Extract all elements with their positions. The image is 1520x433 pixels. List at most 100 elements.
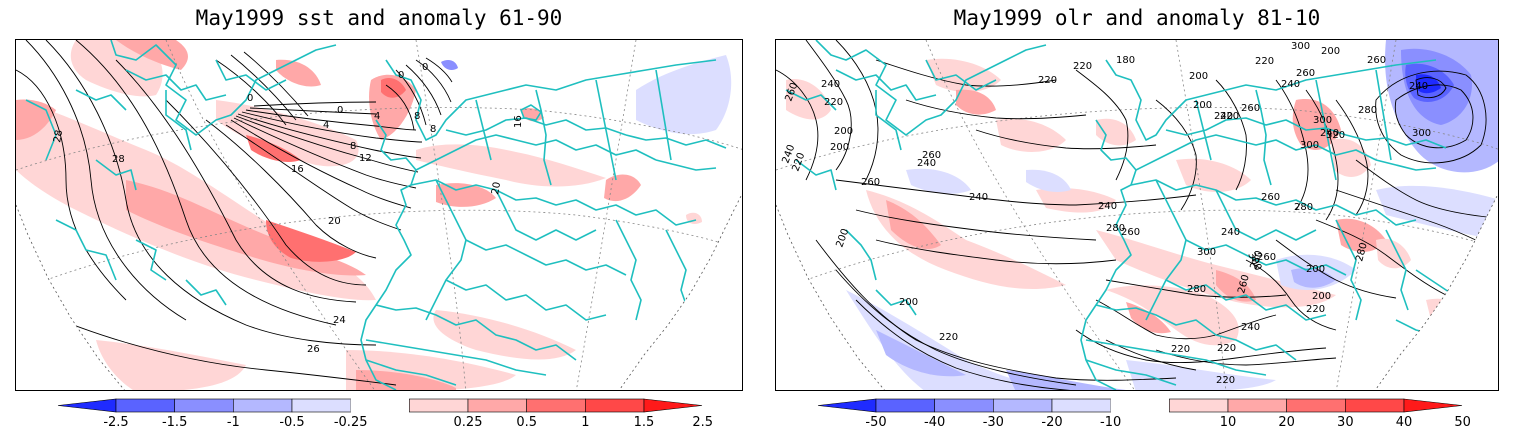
olr-contour-label: 260 (922, 150, 941, 161)
sst-contour-label: 8 (350, 141, 356, 152)
olr-contour-label: 260 (1296, 68, 1315, 79)
olr-colorbar-swatch (875, 398, 935, 413)
sst-contour-label: 4 (323, 120, 329, 131)
sst-contour-label: 4 (374, 111, 380, 122)
olr-contour-label: 220 (1220, 111, 1239, 122)
sst-contour-label: 8 (430, 124, 436, 135)
sst-map-canvas: 28 28 24 26 20 16 12 8 4 0 0 0 0 8 8 16 … (16, 40, 742, 390)
olr-contour-label: 220 (1306, 304, 1325, 315)
olr-contour-label: 240 (1098, 201, 1117, 212)
sst-colorbar-swatch (409, 398, 469, 413)
sst-hemisphere-edge (16, 193, 742, 390)
olr-contour-label: 260 (1241, 103, 1260, 114)
sst-contour-label: 16 (513, 115, 524, 128)
olr-colorbar-tick-label: -40 (924, 415, 945, 430)
olr-colorbar-tick-label: -50 (865, 415, 886, 430)
olr-colorbar-swatch (934, 398, 994, 413)
olr-colorbar-swatch (1227, 398, 1287, 413)
olr-contour-label: 200 (1306, 264, 1325, 275)
sst-contour-labels: 28 28 24 26 20 16 12 8 4 0 0 0 0 8 8 16 … (52, 62, 524, 355)
olr-contour-label: 320 (1326, 130, 1345, 141)
olr-contour-label: 200 (1189, 71, 1208, 82)
sst-contour-label: 8 (414, 111, 420, 122)
olr-contour-label: 240 (969, 192, 988, 203)
olr-contour-label: 280 (1294, 202, 1313, 213)
sst-contour-label: 20 (490, 181, 503, 195)
sst-colorbar-tick-label: 0.5 (516, 415, 537, 430)
olr-contour-label: 200 (1312, 291, 1331, 302)
olr-colorbar-swatch (993, 398, 1053, 413)
olr-colorbar-tick-label: 10 (1220, 415, 1237, 430)
olr-contour-label: 220 (1038, 75, 1057, 86)
sst-contour-label: 24 (333, 315, 346, 326)
sst-contour-label: 26 (307, 344, 320, 355)
olr-contour-label: 220 (824, 97, 843, 108)
olr-contour-label: 220 (1255, 56, 1274, 67)
olr-contour-label: 220 (1216, 375, 1235, 386)
olr-colorbar-svg: -50 -40 -30 -20 -10 10 20 30 40 50 (817, 398, 1471, 430)
sst-contour-label: 0 (422, 62, 428, 73)
olr-contour-label: 220 (939, 332, 958, 343)
olr-contour-label: 260 (1367, 55, 1386, 66)
olr-colorbar-tick-label: -20 (1041, 415, 1062, 430)
sst-colorbar-swatch (291, 398, 351, 413)
sst-colorbar-low-arrow (57, 398, 117, 413)
olr-colorbar-swatch (1110, 399, 1170, 412)
sst-colorbar-tick-label: 1 (581, 415, 589, 430)
olr-contour-label: 300 (1313, 115, 1332, 126)
olr-contour-label: 240 (1241, 322, 1260, 333)
olr-contour-label: 200 (830, 142, 849, 153)
olr-colorbar-swatch (1051, 398, 1111, 413)
sst-contour-label: 28 (52, 129, 65, 143)
olr-contour-label: 300 (1300, 140, 1319, 151)
olr-contour-label: 200 (1321, 46, 1340, 57)
olr-colorbar-tick-label: 30 (1337, 415, 1354, 430)
sst-colorbar-swatch (585, 398, 645, 413)
sst-colorbar-swatch (467, 398, 527, 413)
olr-contour-label: 220 (1073, 61, 1092, 72)
sst-colorbar-swatch (233, 398, 293, 413)
sst-colorbar-tick-label: -1.5 (162, 415, 187, 430)
olr-contour-label: 260 (1257, 252, 1276, 263)
sst-contours (16, 40, 453, 386)
right-map-title: May1999 olr and anomaly 81-10 (953, 6, 1321, 30)
olr-colorbar-low-arrow (817, 398, 877, 413)
olr-contour-label: 260 (1121, 227, 1140, 238)
sst-contour-label: 12 (359, 153, 372, 164)
olr-contour-label: 240 (917, 158, 936, 169)
sst-contour-label: 0 (247, 93, 253, 104)
olr-colorbar-tick-label: 20 (1278, 415, 1295, 430)
olr-colorbar-tick-label: 40 (1396, 415, 1413, 430)
olr-anomaly-fill (786, 40, 1498, 390)
olr-contour-label: 260 (1236, 273, 1252, 294)
olr-contour-label: 300 (1291, 41, 1310, 52)
olr-contour-label: 200 (1193, 100, 1212, 111)
olr-contour-label: 240 (1214, 111, 1233, 122)
olr-contour-label: 280 (1106, 223, 1125, 234)
olr-contour-label: 280 (1354, 241, 1370, 262)
sst-colorbar-swatch (350, 399, 410, 412)
sst-contour-label: 20 (328, 216, 341, 227)
olr-contour-label: 180 (1116, 55, 1135, 66)
sst-colorbar-tick-label: 0.25 (454, 415, 483, 430)
sst-colorbar-swatch (115, 398, 175, 413)
olr-contour-label: 200 (834, 126, 853, 137)
olr-contour-labels: 260 260 240 220 200 240 220 200 180 200 … (780, 41, 1431, 386)
olr-contour-label: 240 (1409, 81, 1428, 92)
olr-map-canvas: 260 260 240 220 200 240 220 200 180 200 … (776, 40, 1498, 390)
sst-colorbar-tick-label: -0.25 (334, 415, 368, 430)
olr-contour-label: 280 (1187, 284, 1206, 295)
olr-contour-label: 240 (821, 79, 840, 90)
sst-colorbar-swatch (526, 398, 586, 413)
olr-colorbar: -50 -40 -30 -20 -10 10 20 30 40 50 (817, 398, 1471, 433)
olr-graticule (776, 40, 1498, 390)
olr-colorbar-tick-label: -10 (1100, 415, 1121, 430)
olr-contour-label: 300 (1412, 128, 1431, 139)
olr-contour-label: 260 (1261, 192, 1280, 203)
olr-contour-label: 260 (861, 177, 880, 188)
sst-contour-label: 0 (398, 70, 404, 81)
olr-contour-label: 220 (1171, 344, 1190, 355)
olr-map-panel: 260 260 240 220 200 240 220 200 180 200 … (775, 39, 1499, 391)
olr-contour-label: 200 (834, 227, 851, 249)
olr-hemisphere-edge (776, 193, 1498, 390)
